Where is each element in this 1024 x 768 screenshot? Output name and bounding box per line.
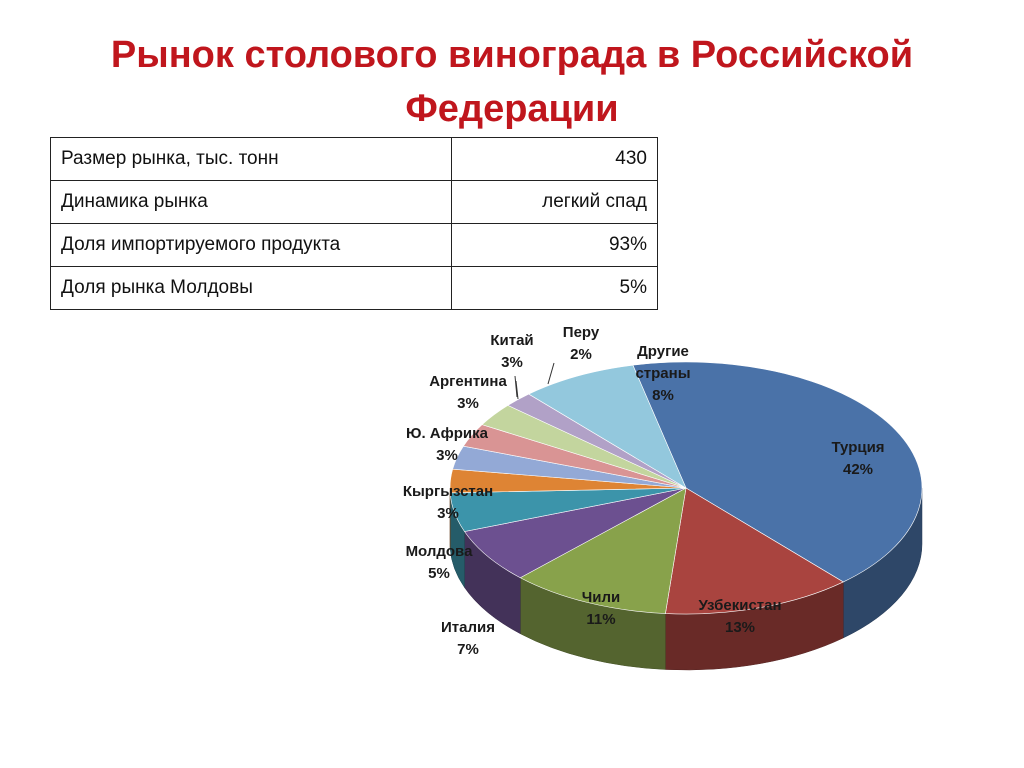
row-value: 5%: [451, 266, 658, 310]
slice-name-label: Молдова: [406, 543, 474, 560]
slice-percent-label: 5%: [428, 565, 450, 582]
slice-percent-label: 2%: [570, 346, 592, 363]
slice-labels: Турция 42% Узбекистан 13% Чили 11% Италия 7% Мол…: [403, 324, 885, 658]
pie-slice-Чили: [519, 487, 687, 614]
slice-label: Кыргызстан 3%: [403, 483, 493, 522]
slice-name-label: Ю. Африка: [406, 425, 489, 442]
slice-percent-label: 8%: [652, 387, 674, 404]
leader-line: [514, 375, 518, 398]
slice-percent-label: 3%: [437, 505, 459, 522]
slide-title-line-1: Рынок столового винограда в Российской: [110, 34, 914, 76]
slice-name-label: страны: [635, 365, 690, 382]
row-label: Доля рынка Молдовы: [50, 266, 452, 310]
slice-percent-label: 11%: [586, 611, 615, 628]
slice-label: Перу 2%: [563, 324, 600, 363]
slice-percent-label: 3%: [501, 354, 523, 371]
pie-sides: [449, 487, 923, 671]
table-row: Размер рынка, тыс. тонн 430: [50, 137, 658, 181]
slice-label: Другие страны 8%: [635, 343, 690, 404]
row-label: Доля импортируемого продукта: [50, 223, 452, 267]
pie-slice-Другие страны: [528, 364, 687, 489]
slice-percent-label: 7%: [457, 641, 479, 658]
slice-label: Китай 3%: [490, 332, 533, 371]
slice-name-label: Турция: [831, 439, 884, 456]
slice-label: Аргентина 3%: [429, 373, 507, 412]
slice-label: Ю. Африка 3%: [406, 425, 489, 464]
table-row: Доля импортируемого продукта 93%: [50, 223, 658, 267]
slice-label: Молдова 5%: [406, 543, 474, 582]
slice-label: Чили 11%: [582, 589, 621, 628]
slice-label: Италия 7%: [441, 619, 495, 658]
leader-line: [515, 380, 519, 400]
slice-name-label: Аргентина: [429, 373, 507, 390]
slide-title-line-2: Федерации: [405, 88, 619, 130]
slice-name-label: Другие: [637, 343, 689, 360]
row-label: Размер рынка, тыс. тонн: [50, 137, 452, 181]
market-summary-table: Размер рынка, тыс. тонн 430 Динамика рын…: [50, 137, 658, 310]
slice-percent-label: 3%: [436, 447, 458, 464]
slice-name-label: Италия: [441, 619, 495, 636]
pie-slice-Турция: [632, 361, 923, 583]
slice-name-label: Кыргызстан: [403, 483, 493, 500]
leader-line: [547, 362, 555, 385]
pie-slice-Узбекистан: [665, 487, 844, 615]
slide-title: Рынок столового винограда в Российской Ф…: [40, 28, 984, 136]
row-value: легкий спад: [451, 180, 658, 224]
leader-lines: [514, 362, 555, 400]
row-value: 93%: [451, 223, 658, 267]
pie-slice-Италия: [464, 487, 687, 579]
slice-name-label: Перу: [563, 324, 600, 341]
slice-name-label: Чили: [582, 589, 621, 606]
slice-label: Турция 42%: [831, 439, 884, 478]
table-row: Динамика рынка легкий спад: [50, 180, 658, 224]
row-label: Динамика рынка: [50, 180, 452, 224]
table-row: Доля рынка Молдовы 5%: [50, 266, 658, 310]
slice-percent-label: 3%: [457, 395, 479, 412]
slice-percent-label: 13%: [725, 619, 755, 636]
slice-name-label: Узбекистан: [698, 597, 781, 614]
pie-slices: [449, 361, 923, 615]
slice-percent-label: 42%: [843, 461, 873, 478]
slice-label: Узбекистан 13%: [698, 597, 781, 636]
slice-name-label: Китай: [490, 332, 533, 349]
